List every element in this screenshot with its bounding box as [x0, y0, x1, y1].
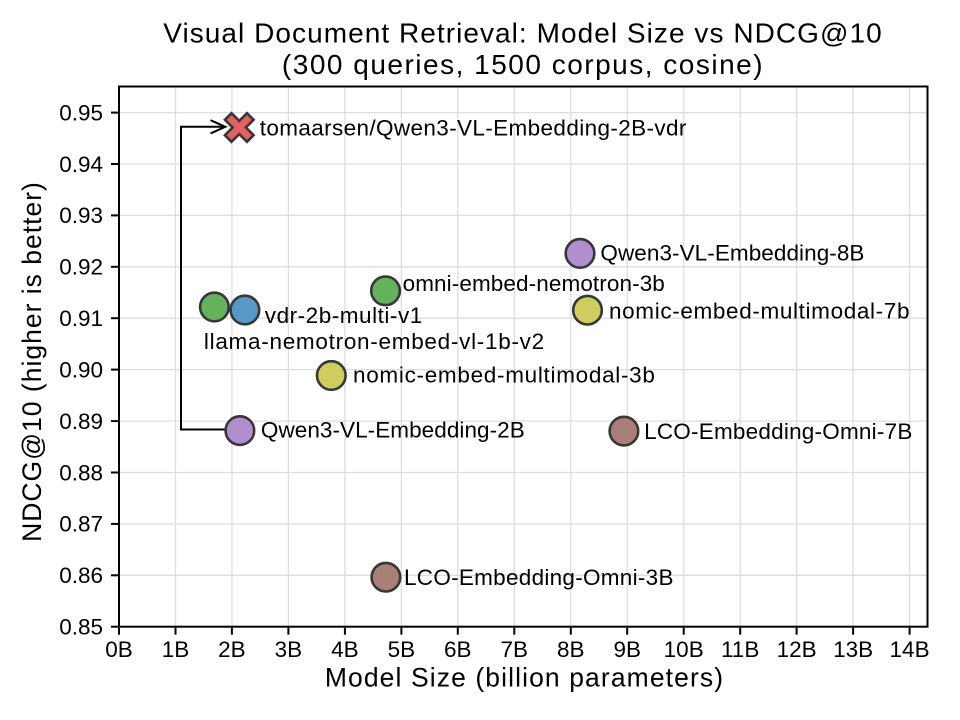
svg-text:1B: 1B	[162, 637, 190, 662]
svg-text:llama-nemotron-embed-vl-1b-v2: llama-nemotron-embed-vl-1b-v2	[204, 329, 545, 354]
svg-text:7B: 7B	[501, 637, 529, 662]
svg-text:12B: 12B	[777, 637, 817, 662]
svg-text:Model Size (billion parameters: Model Size (billion parameters)	[325, 663, 724, 693]
svg-text:11B: 11B	[721, 637, 759, 662]
svg-text:(300 queries, 1500 corpus, cos: (300 queries, 1500 corpus, cosine)	[282, 49, 764, 80]
svg-text:omni-embed-nemotron-3b: omni-embed-nemotron-3b	[403, 271, 665, 296]
svg-text:3B: 3B	[275, 637, 303, 662]
svg-text:Visual Document Retrieval: Mod: Visual Document Retrieval: Model Size vs…	[163, 18, 882, 49]
svg-text:5B: 5B	[388, 637, 416, 662]
svg-text:14B: 14B	[890, 637, 930, 662]
svg-text:LCO-Embedding-Omni-3B: LCO-Embedding-Omni-3B	[404, 565, 674, 590]
svg-text:nomic-embed-multimodal-7b: nomic-embed-multimodal-7b	[609, 298, 910, 323]
svg-text:Qwen3-VL-Embedding-8B: Qwen3-VL-Embedding-8B	[600, 240, 864, 265]
svg-text:0.93: 0.93	[59, 203, 103, 228]
svg-text:0B: 0B	[105, 637, 133, 662]
svg-text:Qwen3-VL-Embedding-2B: Qwen3-VL-Embedding-2B	[261, 417, 525, 442]
svg-text:0.92: 0.92	[59, 255, 103, 280]
svg-text:8B: 8B	[557, 637, 585, 662]
svg-text:0.86: 0.86	[59, 563, 103, 588]
svg-text:0.91: 0.91	[59, 306, 103, 331]
svg-text:0.90: 0.90	[59, 357, 103, 382]
svg-text:9B: 9B	[613, 637, 641, 662]
svg-text:0.95: 0.95	[59, 100, 103, 125]
svg-text:nomic-embed-multimodal-3b: nomic-embed-multimodal-3b	[353, 363, 656, 388]
svg-text:NDCG@10 (higher is better): NDCG@10 (higher is better)	[17, 181, 47, 542]
svg-text:tomaarsen/Qwen3-VL-Embedding-2: tomaarsen/Qwen3-VL-Embedding-2B-vdr	[260, 115, 687, 140]
svg-text:LCO-Embedding-Omni-7B: LCO-Embedding-Omni-7B	[644, 419, 912, 444]
svg-text:0.87: 0.87	[59, 512, 103, 537]
svg-text:vdr-2b-multi-v1: vdr-2b-multi-v1	[265, 303, 423, 328]
svg-text:0.85: 0.85	[59, 615, 103, 640]
svg-text:0.88: 0.88	[59, 460, 103, 485]
svg-text:0.89: 0.89	[59, 409, 103, 434]
svg-text:10B: 10B	[664, 637, 704, 662]
svg-text:13B: 13B	[833, 637, 873, 662]
svg-text:2B: 2B	[218, 637, 246, 662]
svg-text:4B: 4B	[331, 637, 359, 662]
svg-text:0.94: 0.94	[59, 152, 103, 177]
svg-text:6B: 6B	[444, 637, 472, 662]
